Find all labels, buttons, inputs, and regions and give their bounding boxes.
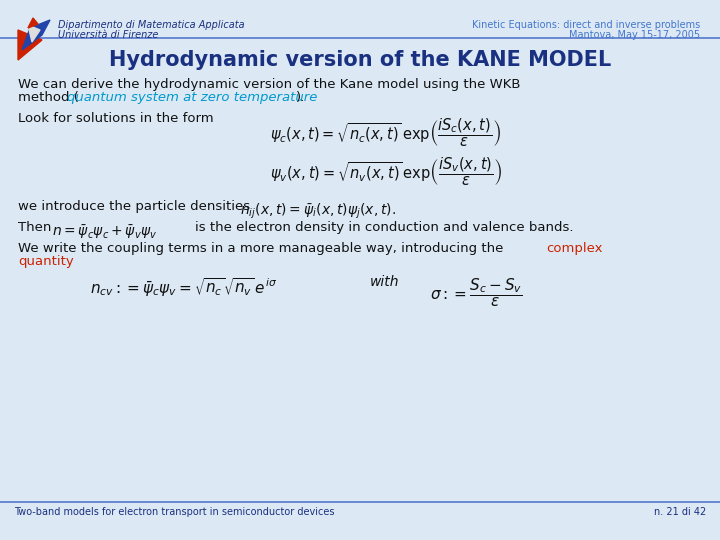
Text: $\psi_c(x,t) = \sqrt{n_c(x,t)}\,\exp\!\left(\dfrac{iS_c(x,t)}{\varepsilon}\right: $\psi_c(x,t) = \sqrt{n_c(x,t)}\,\exp\!\l…: [270, 116, 501, 148]
Text: we introduce the particle densities: we introduce the particle densities: [18, 200, 250, 213]
Text: Università di Firenze: Università di Firenze: [58, 30, 158, 40]
Text: method (: method (: [18, 91, 79, 104]
Text: complex: complex: [546, 242, 603, 255]
Text: Hydrodynamic version of the KANE MODEL: Hydrodynamic version of the KANE MODEL: [109, 50, 611, 70]
Text: $n_{cv} := \bar{\psi}_c\psi_v = \sqrt{n_c}\sqrt{n_v}\,e^{i\sigma}$: $n_{cv} := \bar{\psi}_c\psi_v = \sqrt{n_…: [90, 277, 277, 299]
Text: Dipartimento di Matematica Applicata: Dipartimento di Matematica Applicata: [58, 20, 245, 30]
Text: quantity: quantity: [18, 255, 73, 268]
Text: Then: Then: [18, 221, 51, 234]
Text: quantum system at zero temperature: quantum system at zero temperature: [67, 91, 318, 104]
Text: with: with: [370, 275, 400, 289]
Text: $\sigma := \dfrac{S_c - S_v}{\varepsilon}$: $\sigma := \dfrac{S_c - S_v}{\varepsilon…: [430, 277, 523, 309]
Text: We write the coupling terms in a more manageable way, introducing the: We write the coupling terms in a more ma…: [18, 242, 503, 255]
Text: We can derive the hydrodynamic version of the Kane model using the WKB: We can derive the hydrodynamic version o…: [18, 78, 521, 91]
Polygon shape: [28, 18, 38, 28]
Text: Mantova, May 15-17, 2005: Mantova, May 15-17, 2005: [569, 30, 700, 40]
Text: Two-band models for electron transport in semiconductor devices: Two-band models for electron transport i…: [14, 507, 335, 517]
Text: Kinetic Equations: direct and inverse problems: Kinetic Equations: direct and inverse pr…: [472, 20, 700, 30]
Text: is the electron density in conduction and valence bands.: is the electron density in conduction an…: [195, 221, 574, 234]
Text: Look for solutions in the form: Look for solutions in the form: [18, 112, 214, 125]
Text: n. 21 di 42: n. 21 di 42: [654, 507, 706, 517]
Text: ).: ).: [296, 91, 305, 104]
Polygon shape: [18, 30, 42, 60]
Polygon shape: [28, 25, 40, 42]
Text: $n = \bar{\psi}_c\psi_c + \bar{\psi}_v\psi_v$: $n = \bar{\psi}_c\psi_c + \bar{\psi}_v\p…: [52, 223, 157, 241]
Polygon shape: [22, 20, 50, 50]
Text: $n_{ij}(x,t) = \bar{\psi}_i(x,t)\psi_j(x,t).$: $n_{ij}(x,t) = \bar{\psi}_i(x,t)\psi_j(x…: [240, 202, 396, 221]
Text: $\psi_v(x,t) = \sqrt{n_v(x,t)}\,\exp\!\left(\dfrac{iS_v(x,t)}{\varepsilon}\right: $\psi_v(x,t) = \sqrt{n_v(x,t)}\,\exp\!\l…: [270, 155, 502, 187]
